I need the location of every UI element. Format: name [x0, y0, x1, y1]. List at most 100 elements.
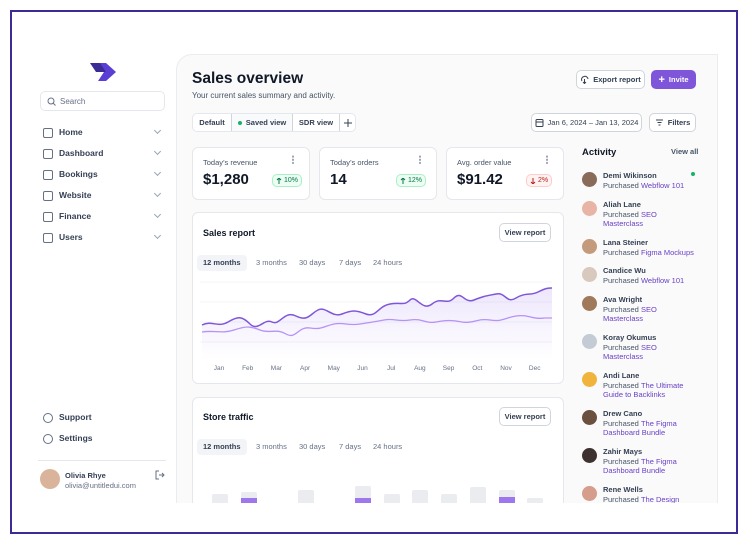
month-label: Feb [242, 365, 254, 372]
activity-item[interactable]: The Figma Dashboard Bundle [603, 418, 677, 438]
nav-item[interactable]: Bookings [59, 169, 98, 179]
period-tab[interactable]: 3 months [256, 258, 287, 267]
period-tab[interactable]: 7 days [339, 258, 362, 267]
activity-item[interactable]: SEO Masterclass [603, 304, 657, 324]
period-tab[interactable]: 30 days [299, 442, 326, 451]
more-menu[interactable] [419, 155, 421, 164]
nav-item[interactable]: Support [59, 412, 92, 422]
nav-icon [43, 170, 53, 180]
view-tab[interactable]: Saved view [232, 114, 293, 131]
activity-item[interactable]: Webflow 101 [640, 276, 685, 285]
filters-label: Filters [667, 118, 691, 127]
stat-label: Today’s revenue [203, 158, 258, 167]
activity-name: Lana Steiner [603, 237, 649, 247]
nav-icon [43, 434, 53, 444]
activity-item[interactable]: Figma Mockups [640, 247, 694, 257]
view-report-button[interactable]: View report [499, 223, 551, 242]
month-label: Nov [500, 365, 512, 372]
page-title: Sales overview [192, 70, 304, 87]
activity-avatar [582, 333, 597, 349]
date-range-button[interactable]: Jan 6, 2024 – Jan 13, 2024 [531, 113, 642, 132]
activity-item[interactable]: SEO Masterclass [603, 209, 657, 229]
activity-name: Aliah Lane [603, 199, 641, 209]
month-label: Apr [300, 365, 311, 372]
activity-name: Andi Lane [603, 370, 640, 380]
trend-arrow [276, 177, 282, 184]
month-label: Jul [387, 365, 396, 372]
change-value: 10% [284, 177, 299, 184]
nav-icon [43, 413, 53, 423]
export-button[interactable]: Export report [576, 70, 645, 89]
activity-avatar [582, 238, 597, 254]
plus-icon: + [658, 73, 665, 86]
view-tab[interactable]: Default [193, 114, 232, 131]
nav-icon [43, 191, 53, 201]
change-badge: 2% [526, 174, 553, 187]
month-label: Dec [528, 365, 541, 372]
month-label: Jan [213, 365, 225, 372]
view-label: Saved view [245, 118, 287, 127]
stat-value: $91.42 [457, 171, 503, 188]
activity-item[interactable]: SEO Masterclass [603, 342, 657, 362]
invite-button[interactable]: + Invite [651, 70, 696, 89]
stat-value: $1,280 [203, 171, 249, 188]
activity-item[interactable]: The Ultimate Guide to Backlinks [603, 380, 684, 400]
period-tab[interactable]: 24 hours [373, 258, 403, 267]
activity-action: Purchased [603, 304, 639, 314]
add-view[interactable] [340, 114, 355, 131]
more-menu[interactable] [546, 155, 548, 164]
status-dot [237, 120, 242, 125]
activity-item[interactable]: Webflow 101 [640, 181, 685, 190]
search-box[interactable]: Search [40, 91, 165, 111]
activity-item[interactable]: The Design Handbook [640, 494, 680, 504]
view-tab[interactable]: SDR view [293, 114, 340, 131]
nav-item[interactable]: Settings [59, 433, 93, 443]
change-value: 2% [538, 177, 549, 184]
activity-avatar [582, 267, 597, 282]
nav-item[interactable]: Home [59, 127, 83, 137]
trend-arrow [530, 177, 536, 184]
nav-icon [43, 149, 53, 159]
change-badge: 10% [272, 174, 303, 187]
activity-name: Zahir Mays [603, 446, 643, 456]
stat-card [446, 147, 564, 200]
nav-item[interactable]: Website [59, 190, 92, 200]
activity-text: Purchased The Design Handbook [603, 495, 695, 504]
divider [38, 460, 166, 461]
activity-action: Purchased [603, 494, 639, 504]
activity-item[interactable]: The Figma Dashboard Bundle [603, 456, 677, 476]
view-switcher: Default Saved view SDR view [192, 113, 356, 132]
nav-item[interactable]: Finance [59, 211, 92, 221]
activity-action: Purchased [603, 247, 639, 257]
nav-item[interactable]: Dashboard [59, 148, 104, 158]
activity-text: Purchased The Ultimate Guide to Backlink… [603, 381, 695, 400]
period-tab[interactable]: 12 months [197, 439, 247, 455]
view-report-button[interactable]: View report [499, 407, 551, 426]
stat-label: Today’s orders [330, 158, 379, 167]
period-tab[interactable]: 12 months [197, 255, 247, 271]
frame-border [10, 10, 738, 534]
calendar-icon [535, 119, 544, 127]
period-tab[interactable]: 24 hours [373, 442, 403, 451]
date-range: Jan 6, 2024 – Jan 13, 2024 [547, 118, 639, 127]
filters-button[interactable]: Filters [649, 113, 696, 132]
period-tab[interactable]: 30 days [299, 258, 326, 267]
more-menu[interactable] [292, 155, 294, 164]
activity-avatar [582, 200, 597, 216]
view-label: Default [199, 118, 225, 127]
activity-action: Purchased [603, 342, 639, 352]
view-all-link[interactable]: View all [671, 147, 699, 156]
search-icon [47, 97, 56, 106]
period-tab[interactable]: 3 months [256, 442, 287, 451]
filters-icon [655, 119, 663, 126]
logout-icon[interactable] [155, 470, 165, 480]
activity-avatar [582, 485, 597, 501]
nav-item[interactable]: Users [59, 232, 83, 242]
period-tab[interactable]: 7 days [339, 442, 362, 451]
month-label: Mar [270, 365, 282, 372]
stat-card [319, 147, 437, 200]
activity-text: Purchased The Figma Dashboard Bundle [603, 457, 695, 476]
activity-avatar [582, 409, 597, 425]
export-label: Export report [593, 75, 641, 84]
